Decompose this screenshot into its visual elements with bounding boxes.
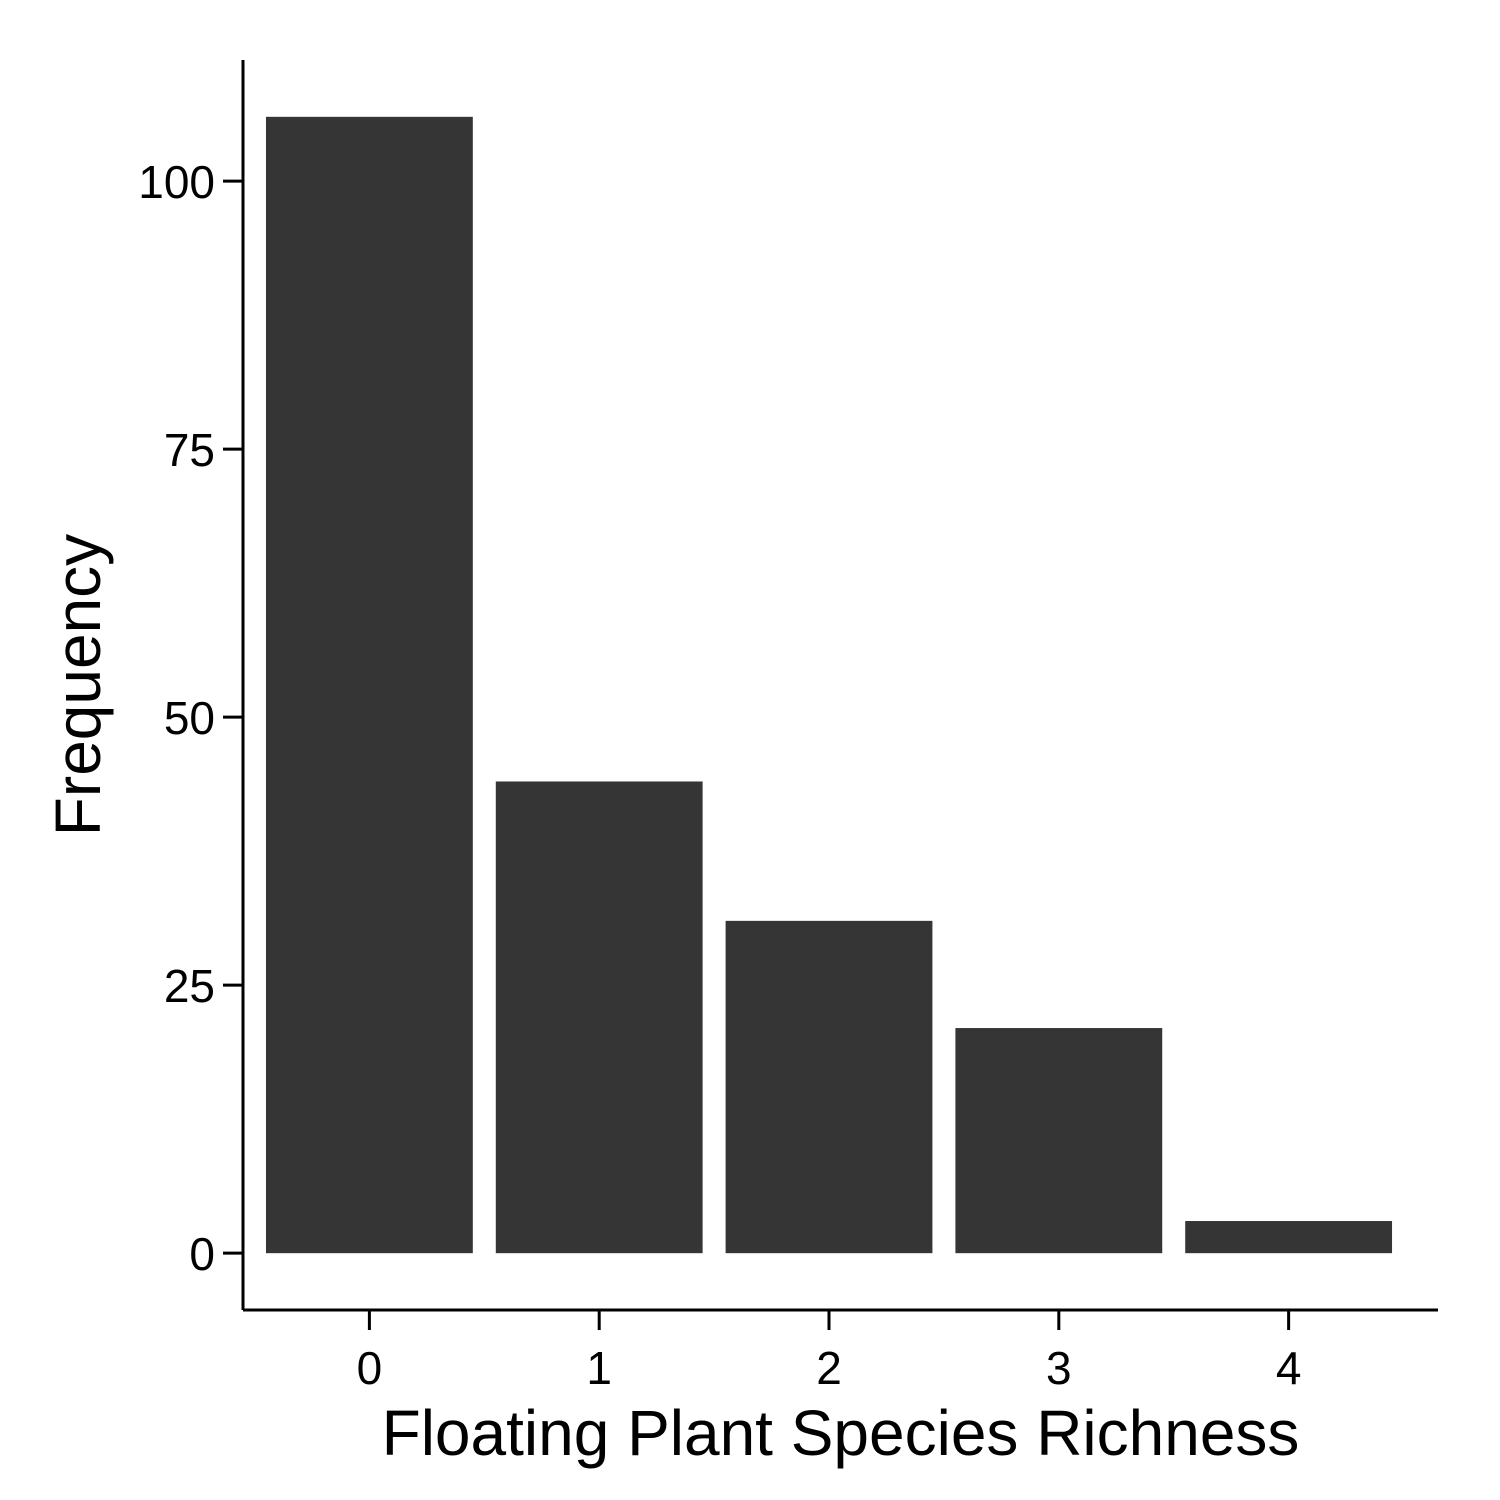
y-tick-label-25: 25 bbox=[164, 960, 215, 1012]
x-tick-label-2: 2 bbox=[816, 1342, 842, 1394]
x-tick-label-3: 3 bbox=[1046, 1342, 1072, 1394]
bars-group bbox=[265, 116, 1393, 1254]
y-tick-label-75: 75 bbox=[164, 424, 215, 476]
x-tick-label-4: 4 bbox=[1276, 1342, 1302, 1394]
y-axis-title: Frequency bbox=[42, 534, 114, 836]
bar-1 bbox=[495, 781, 703, 1254]
bar-3 bbox=[955, 1028, 1163, 1254]
x-tick-label-0: 0 bbox=[357, 1342, 383, 1394]
x-tick-label-1: 1 bbox=[586, 1342, 612, 1394]
x-axis-title: Floating Plant Species Richness bbox=[382, 1397, 1300, 1469]
y-tick-label-0: 0 bbox=[189, 1228, 215, 1280]
y-tick-label-50: 50 bbox=[164, 692, 215, 744]
y-tick-label-100: 100 bbox=[138, 156, 215, 208]
bar-0 bbox=[265, 116, 473, 1254]
bar-4 bbox=[1185, 1221, 1393, 1254]
x-axis-ticks: 0 1 2 3 4 bbox=[357, 1310, 1302, 1394]
bar-2 bbox=[725, 920, 933, 1254]
y-axis-ticks: 0 25 50 75 100 bbox=[138, 156, 243, 1280]
